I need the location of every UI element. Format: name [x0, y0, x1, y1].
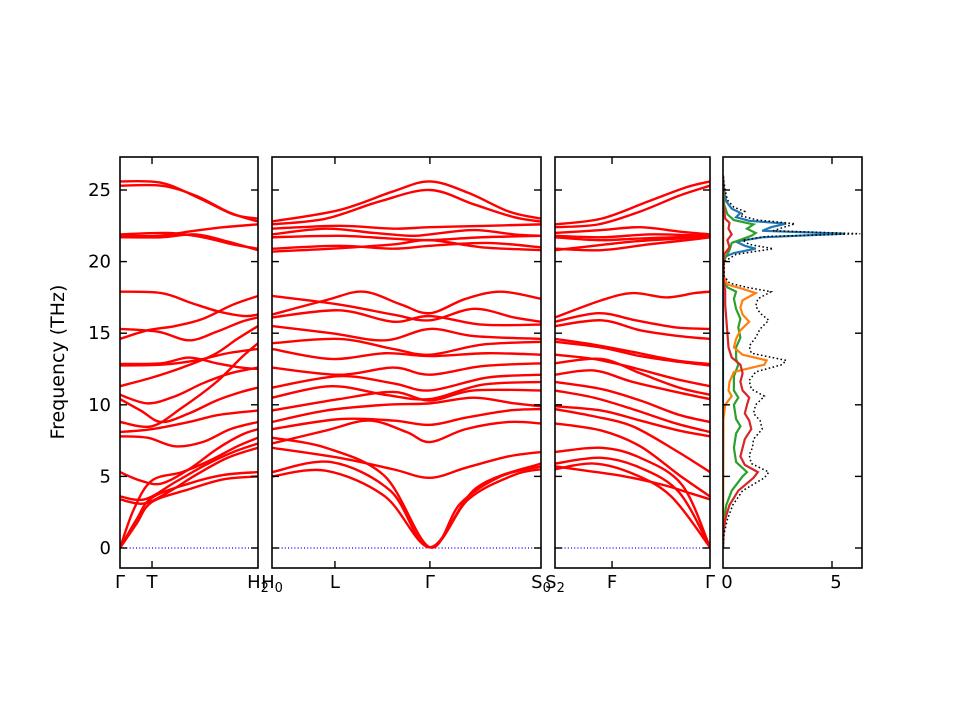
- density-of-states: [723, 175, 861, 549]
- phonon-band-line: [555, 337, 710, 366]
- y-tick-label: 5: [100, 466, 111, 487]
- phonon-band-line: [555, 369, 710, 401]
- phonon-band-line: [272, 362, 541, 376]
- phonon-band-line: [555, 236, 710, 252]
- x-tick-label: S0: [531, 572, 551, 596]
- panel-border: [722, 156, 863, 569]
- phonon-band-line: [272, 419, 541, 445]
- x-tick-label: Γ: [425, 572, 435, 593]
- phonon-band-line: [272, 290, 541, 316]
- y-tick-label: 10: [88, 395, 111, 416]
- phonon-band-line: [272, 446, 541, 480]
- phonon-band-line: [120, 420, 258, 448]
- segment-H0-L-gamma-S0: [272, 180, 541, 549]
- phonon-band-line: [272, 388, 541, 412]
- phonon-band-line: [555, 226, 710, 236]
- phonon-band-line: [120, 356, 258, 371]
- phonon-band-line: [120, 231, 258, 250]
- phonon-band-line: [120, 290, 258, 318]
- phonon-band-line: [272, 188, 541, 226]
- phonon-band-line: [272, 223, 541, 230]
- dos-projection-orange-curve: [723, 175, 769, 549]
- phonon-band-line: [555, 353, 710, 388]
- phonon-band-line: [272, 294, 541, 323]
- phonon-band-line: [120, 470, 258, 550]
- phonon-band-line: [272, 373, 541, 392]
- phonon-band-line: [272, 436, 541, 549]
- y-tick-label: 20: [88, 252, 111, 273]
- phonon-band-line: [272, 227, 541, 238]
- phonon-band-line: [555, 290, 710, 319]
- phonon-band-line: [272, 396, 541, 424]
- phonon-band-line: [272, 234, 541, 242]
- dos-x-tick-label: 5: [830, 572, 841, 593]
- segment-gamma-T-H2: [120, 179, 258, 550]
- phonon-band-line: [120, 475, 258, 550]
- dos-projection-green-curve: [723, 175, 758, 549]
- phonon-band-line: [120, 386, 258, 424]
- x-tick-label: Γ: [705, 572, 715, 593]
- phonon-band-line: [272, 180, 541, 223]
- segment-S2-F-gamma: [555, 180, 710, 549]
- phonon-band-line: [120, 427, 258, 486]
- phonon-band-line: [120, 179, 258, 220]
- phonon-band-line: [272, 241, 541, 250]
- dos-x-tick-label: 0: [721, 572, 732, 593]
- y-tick-label: 15: [88, 323, 111, 344]
- dos-projection-red-curve: [723, 175, 760, 549]
- phonon-band-line: [272, 337, 541, 356]
- phonon-band-line: [555, 319, 710, 341]
- panel-border: [554, 156, 711, 569]
- phonon-band-line: [555, 180, 710, 226]
- phonon-band-line: [555, 446, 710, 549]
- phonon-band-line: [120, 446, 258, 505]
- panel-border: [119, 156, 259, 569]
- phonon-band-line: [555, 422, 710, 498]
- phonon-band-line: [120, 324, 258, 388]
- phonon-band-line: [120, 223, 258, 238]
- y-tick-label: 25: [88, 180, 111, 201]
- phonon-band-line: [555, 357, 710, 396]
- phonon-band-line: [120, 366, 258, 405]
- panel-border: [271, 156, 542, 569]
- phonon-band-line: [120, 342, 258, 429]
- total-dos-curve: [723, 175, 861, 549]
- x-tick-label: T: [146, 572, 159, 593]
- phonon-band-line: [120, 316, 258, 342]
- x-tick-label: Γ: [115, 572, 125, 593]
- phonon-band-line: [555, 234, 710, 252]
- phonon-band-line: [555, 380, 710, 424]
- phonon-band-line: [555, 465, 710, 501]
- phonon-band-line: [272, 309, 541, 327]
- phonon-band-line: [555, 184, 710, 229]
- phonon-band-line: [272, 324, 541, 342]
- phonon-band-line: [120, 409, 258, 434]
- x-tick-label: H2: [247, 572, 269, 596]
- phonon-band-line: [272, 238, 541, 253]
- phonon-band-line: [555, 233, 710, 239]
- phonon-band-line: [555, 462, 710, 549]
- phonon-band-line: [555, 311, 710, 331]
- x-tick-label: F: [607, 572, 617, 593]
- y-tick-label: 0: [100, 538, 111, 559]
- phonon-band-line: [555, 407, 710, 474]
- phonon-band-line: [272, 460, 541, 549]
- phonon-band-line: [272, 380, 541, 401]
- phonon-band-line: [272, 347, 541, 361]
- x-tick-label: H0: [261, 572, 283, 596]
- phonon-band-line: [272, 407, 541, 431]
- y-axis-label: Frequency (THz): [47, 284, 69, 440]
- phonon-band-line: [555, 389, 710, 434]
- phonon-band-line: [555, 405, 710, 438]
- phonon-band-line: [120, 442, 258, 502]
- phonon-band-line: [555, 456, 710, 549]
- x-tick-label: L: [330, 572, 340, 593]
- phonon-band-line: [120, 347, 258, 367]
- dos-projection-blue-curve: [723, 175, 846, 548]
- x-tick-label: S2: [545, 572, 565, 596]
